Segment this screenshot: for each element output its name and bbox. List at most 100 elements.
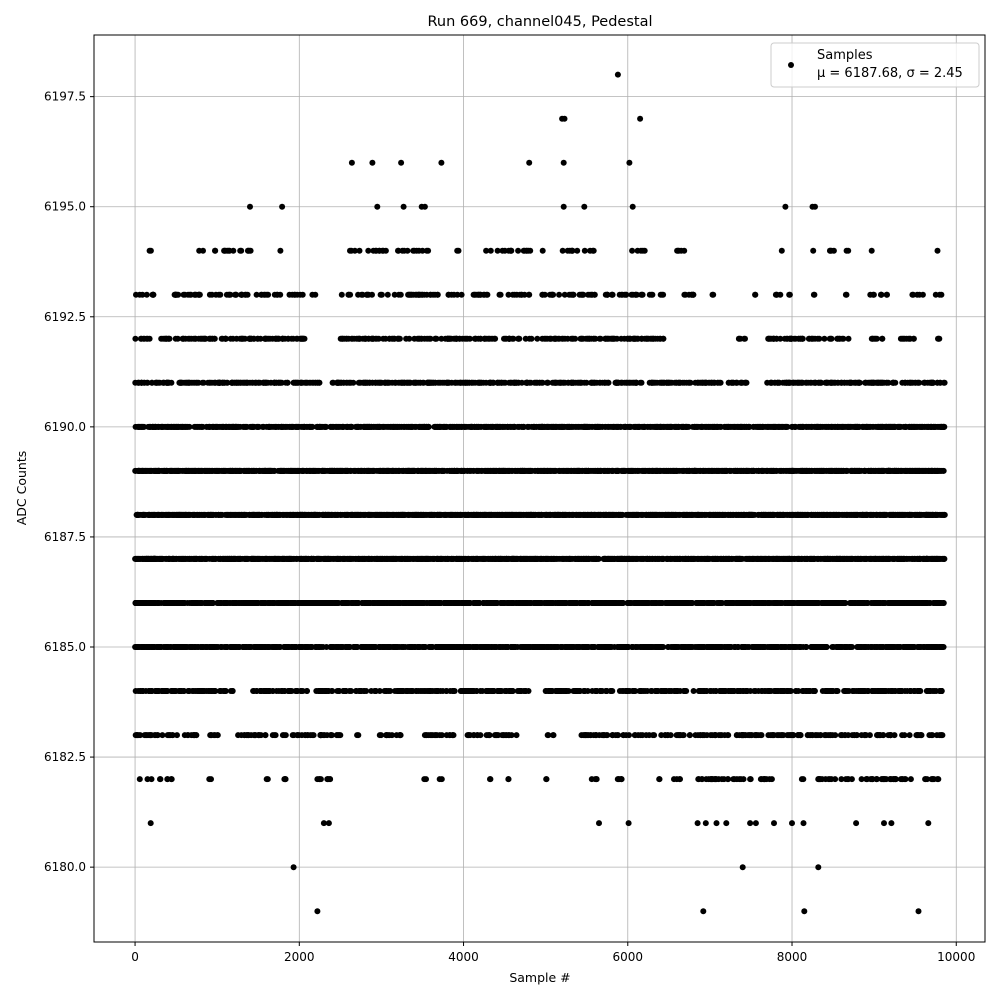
data-point — [568, 467, 575, 474]
data-point — [799, 379, 806, 386]
data-point — [752, 291, 759, 298]
data-point — [808, 467, 815, 474]
data-point — [230, 423, 237, 430]
data-point — [287, 423, 294, 430]
data-point — [790, 467, 797, 474]
data-point — [792, 423, 799, 430]
data-point — [317, 423, 324, 430]
data-point — [867, 379, 874, 386]
data-point — [177, 423, 184, 430]
data-point — [521, 291, 528, 298]
data-point — [181, 291, 188, 298]
data-point — [505, 291, 512, 298]
data-point — [468, 467, 475, 474]
data-point — [610, 335, 617, 342]
data-point — [770, 467, 777, 474]
data-point — [539, 247, 546, 254]
data-point — [238, 247, 245, 254]
data-point — [343, 335, 350, 342]
data-point — [216, 379, 223, 386]
data-point — [432, 379, 439, 386]
data-point — [579, 291, 586, 298]
data-point — [454, 247, 461, 254]
data-point — [825, 467, 832, 474]
data-point — [304, 467, 311, 474]
data-point — [431, 467, 438, 474]
data-point — [253, 291, 260, 298]
data-point — [406, 379, 413, 386]
data-point — [265, 291, 272, 298]
data-point — [618, 467, 625, 474]
data-point — [776, 423, 783, 430]
data-point — [922, 467, 929, 474]
data-point — [363, 291, 370, 298]
data-point — [182, 335, 189, 342]
data-point — [510, 335, 517, 342]
data-point — [487, 379, 494, 386]
data-point — [588, 291, 595, 298]
data-point — [682, 423, 689, 430]
data-point — [856, 423, 863, 430]
data-point — [720, 467, 727, 474]
data-point — [597, 335, 604, 342]
data-point — [362, 335, 369, 342]
data-point — [663, 467, 670, 474]
data-point — [168, 423, 175, 430]
data-point — [243, 379, 250, 386]
data-point — [244, 423, 250, 430]
data-point — [604, 467, 611, 474]
data-point — [907, 379, 914, 386]
data-point — [200, 379, 207, 386]
data-point — [451, 291, 457, 298]
data-point — [574, 379, 581, 386]
data-point — [397, 379, 403, 386]
data-point — [642, 467, 649, 474]
data-point — [401, 423, 408, 430]
data-point — [731, 423, 738, 430]
data-point — [284, 379, 291, 386]
data-point — [616, 291, 623, 298]
data-point — [414, 335, 421, 342]
data-point — [544, 379, 550, 386]
data-point — [902, 379, 908, 386]
data-point — [481, 291, 488, 298]
data-point — [929, 379, 936, 386]
data-point — [903, 467, 909, 474]
data-point — [685, 379, 692, 386]
data-point — [828, 247, 835, 254]
data-point — [357, 467, 364, 474]
data-point — [805, 379, 812, 386]
data-point — [147, 467, 154, 474]
data-point — [932, 423, 939, 430]
data-point — [691, 467, 698, 474]
data-point — [299, 291, 306, 298]
data-point — [430, 291, 437, 298]
data-point — [380, 335, 387, 342]
data-point — [533, 423, 540, 430]
data-point — [836, 335, 843, 342]
data-point — [132, 335, 139, 342]
data-point — [809, 335, 816, 342]
data-point — [502, 467, 509, 474]
data-point — [646, 379, 653, 386]
data-point — [492, 467, 499, 474]
data-point — [417, 423, 424, 430]
data-point — [814, 467, 821, 474]
data-point — [522, 335, 529, 342]
data-point — [684, 467, 691, 474]
data-point — [555, 379, 562, 386]
data-point — [581, 247, 588, 254]
data-point — [260, 423, 267, 430]
data-point — [869, 335, 876, 342]
data-point — [633, 379, 640, 386]
data-point — [515, 335, 522, 342]
data-point — [541, 423, 548, 430]
data-point — [639, 291, 645, 298]
data-point — [788, 335, 795, 342]
data-point — [622, 423, 629, 430]
data-point — [441, 423, 448, 430]
data-point — [897, 335, 904, 342]
data-point — [310, 467, 317, 474]
data-point — [172, 335, 179, 342]
